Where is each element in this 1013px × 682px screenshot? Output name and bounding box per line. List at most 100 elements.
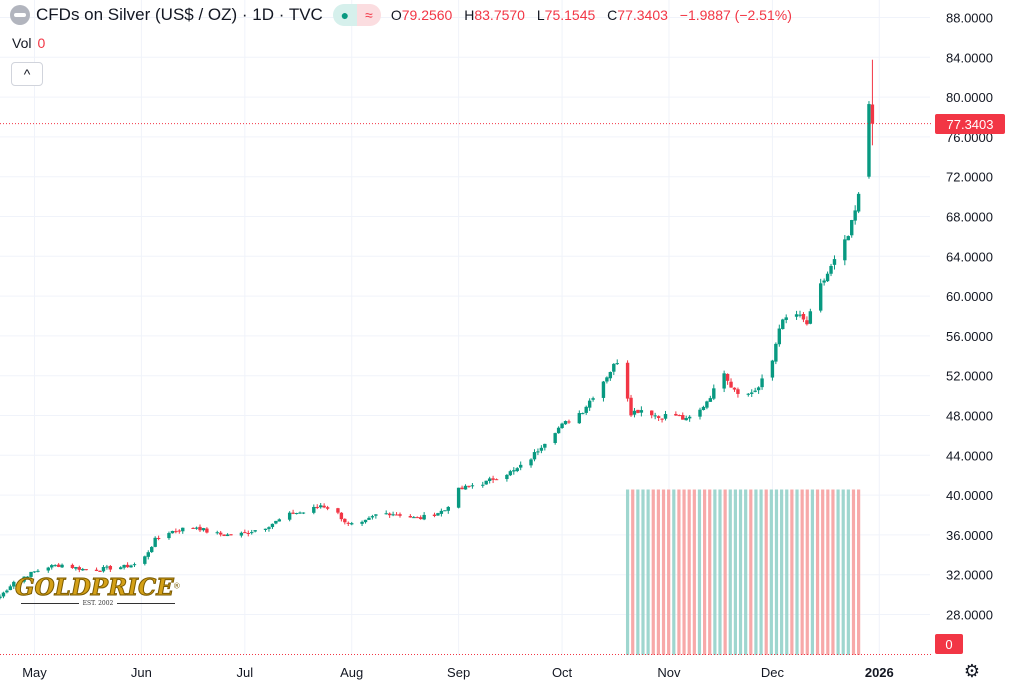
candle-body bbox=[277, 519, 282, 522]
candle-body bbox=[370, 516, 375, 518]
y-tick-label: 32.0000 bbox=[946, 568, 993, 583]
candle-body bbox=[177, 530, 182, 532]
candle-body bbox=[708, 398, 713, 402]
volume-bar bbox=[851, 489, 856, 655]
candle-body bbox=[205, 528, 209, 533]
candle-body bbox=[108, 565, 113, 570]
candle-body bbox=[46, 567, 50, 571]
candle-body bbox=[612, 363, 616, 372]
candle-body bbox=[687, 416, 692, 419]
x-tick-label: Nov bbox=[657, 665, 681, 680]
logo-registered: ® bbox=[173, 581, 180, 591]
candle-body bbox=[198, 526, 202, 531]
candle-body bbox=[418, 517, 423, 520]
volume-bar bbox=[821, 489, 825, 655]
candle-body bbox=[825, 273, 830, 282]
y-tick-label: 36.0000 bbox=[946, 528, 993, 543]
candle-body bbox=[639, 410, 644, 413]
candle-body bbox=[467, 485, 471, 487]
y-tick-label: 80.0000 bbox=[946, 90, 993, 105]
candle-body bbox=[339, 512, 344, 520]
candle-body bbox=[698, 409, 702, 417]
candle-body bbox=[294, 513, 299, 515]
candle-body bbox=[191, 527, 195, 529]
symbol-title[interactable]: CFDs on Silver (US$ / OZ) · 1D · TVC bbox=[36, 5, 323, 24]
collapse-legend-button[interactable]: ^ bbox=[11, 62, 43, 86]
candle-body bbox=[346, 522, 350, 524]
volume-bar bbox=[836, 489, 840, 655]
candle-body bbox=[822, 280, 826, 283]
candle-body bbox=[539, 447, 544, 451]
ohlc-values: O79.2560 H83.7570 L75.1545 C77.3403 −1.9… bbox=[391, 7, 800, 23]
candle-body bbox=[543, 443, 547, 448]
candle-body bbox=[194, 527, 199, 529]
symbol-logo-icon bbox=[10, 5, 30, 25]
approx-indicator-icon[interactable]: ≈ bbox=[356, 4, 381, 26]
x-tick-label: 2026 bbox=[865, 665, 894, 680]
candle-body bbox=[77, 567, 82, 570]
time-axis[interactable]: May Jun Jul Aug Sep Oct Nov Dec 2026 bbox=[22, 665, 894, 680]
candle-body bbox=[267, 527, 271, 529]
candle-body bbox=[505, 474, 509, 480]
candle-body bbox=[770, 360, 775, 378]
candle-body bbox=[774, 343, 778, 362]
candle-body bbox=[253, 530, 257, 532]
volume-bar bbox=[656, 489, 660, 655]
high-value: 83.7570 bbox=[474, 7, 525, 23]
candle-body bbox=[784, 317, 788, 320]
dot-indicator-icon[interactable]: ● bbox=[332, 4, 357, 26]
candle-body bbox=[481, 484, 485, 486]
volume-bar bbox=[687, 489, 691, 655]
indicator-pills[interactable]: ● ≈ bbox=[332, 4, 381, 26]
candle-body bbox=[50, 565, 54, 568]
candle-body bbox=[105, 566, 109, 568]
volume-bar bbox=[738, 489, 743, 655]
volume-bar bbox=[631, 489, 635, 655]
candle-body bbox=[222, 534, 226, 537]
candle-body bbox=[439, 510, 444, 514]
volume-value: 0 bbox=[37, 35, 46, 51]
candle-body bbox=[684, 418, 688, 421]
volume-label[interactable]: Vol bbox=[12, 35, 32, 51]
candle-body bbox=[581, 413, 585, 415]
x-tick-label: Jul bbox=[237, 665, 254, 680]
volume-bar bbox=[754, 489, 758, 655]
candle-body bbox=[563, 421, 568, 425]
volume-bar bbox=[780, 489, 784, 655]
candle-body bbox=[153, 537, 157, 547]
volume-badge: 0 bbox=[935, 634, 963, 654]
x-tick-label: Aug bbox=[340, 665, 363, 680]
candle-body bbox=[325, 507, 330, 509]
candle-body bbox=[818, 283, 823, 311]
candle-body bbox=[60, 564, 64, 568]
candle-body bbox=[312, 506, 316, 513]
candle-body bbox=[463, 485, 468, 490]
candle-body bbox=[181, 527, 185, 532]
candle-body bbox=[156, 537, 161, 539]
volume-bar bbox=[785, 489, 789, 655]
candle-body bbox=[794, 314, 799, 317]
logo-est: EST. 2002 bbox=[15, 600, 181, 607]
close-value: 77.3403 bbox=[617, 7, 668, 23]
volume-bar bbox=[764, 489, 768, 655]
candle-body bbox=[636, 409, 640, 413]
y-tick-label: 64.0000 bbox=[946, 249, 993, 264]
settings-gear-icon[interactable]: ⚙ bbox=[963, 660, 981, 681]
candle-body bbox=[432, 514, 437, 517]
volume-bar bbox=[672, 489, 676, 655]
price-axis[interactable]: 88.000084.000080.000076.000072.000068.00… bbox=[946, 11, 993, 623]
x-tick-label: Dec bbox=[761, 665, 785, 680]
volume-bar bbox=[769, 489, 773, 655]
candle-body bbox=[1, 592, 6, 597]
candle-body bbox=[656, 416, 661, 418]
x-tick-label: Jun bbox=[131, 665, 152, 680]
candle-body bbox=[412, 517, 416, 519]
candle-body bbox=[408, 516, 413, 518]
candle-body bbox=[387, 513, 392, 516]
candle-body bbox=[805, 320, 809, 325]
volume-bar bbox=[697, 489, 702, 655]
candle-body bbox=[150, 546, 154, 553]
candle-body bbox=[512, 470, 516, 472]
candle-body bbox=[125, 564, 130, 568]
